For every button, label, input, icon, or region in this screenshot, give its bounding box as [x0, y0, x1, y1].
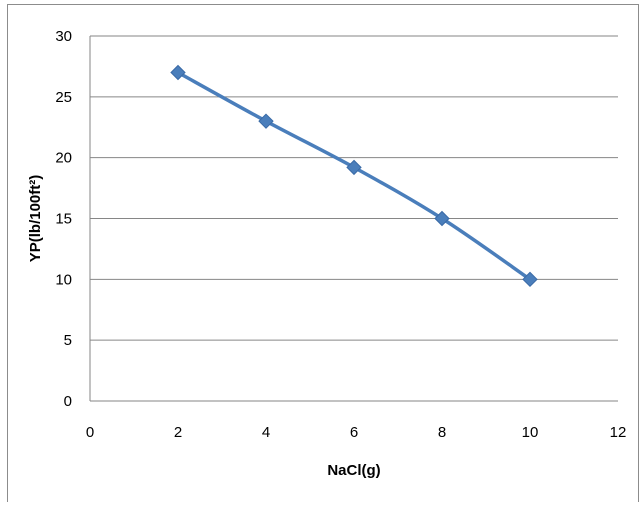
- y-axis-title: YP(lb/100ft²): [27, 175, 44, 263]
- x-axis-title: NaCl(g): [327, 462, 380, 479]
- y-tick-label: 5: [64, 332, 72, 349]
- x-tick-label: 12: [610, 424, 627, 441]
- grid-lines: [90, 35, 618, 341]
- data-point-marker: [522, 271, 538, 288]
- data-point-marker: [258, 113, 274, 129]
- chart-frame: [7, 4, 639, 502]
- x-tick-label: 10: [522, 424, 539, 441]
- x-tick-label: 6: [350, 424, 358, 441]
- y-tick-label: 15: [55, 211, 72, 228]
- tick-labels: 0 5 10 15 20 25 30 0 2 4 6 8 10 12: [55, 28, 626, 441]
- y-tick-label: 25: [55, 89, 72, 106]
- series-line: [176, 70, 532, 282]
- y-tick-label: 0: [64, 393, 72, 410]
- x-tick-label: 0: [86, 424, 94, 441]
- data-point-marker: [170, 64, 186, 81]
- data-point-marker: [346, 159, 362, 176]
- x-tick-label: 8: [438, 424, 446, 441]
- x-tick-label: 2: [174, 424, 182, 441]
- y-tick-label: 10: [55, 271, 72, 288]
- data-point-marker: [434, 210, 450, 227]
- y-tick-label: 20: [55, 150, 72, 167]
- data-points: [170, 64, 538, 288]
- x-tick-label: 4: [262, 424, 270, 441]
- y-tick-label: 30: [55, 28, 72, 45]
